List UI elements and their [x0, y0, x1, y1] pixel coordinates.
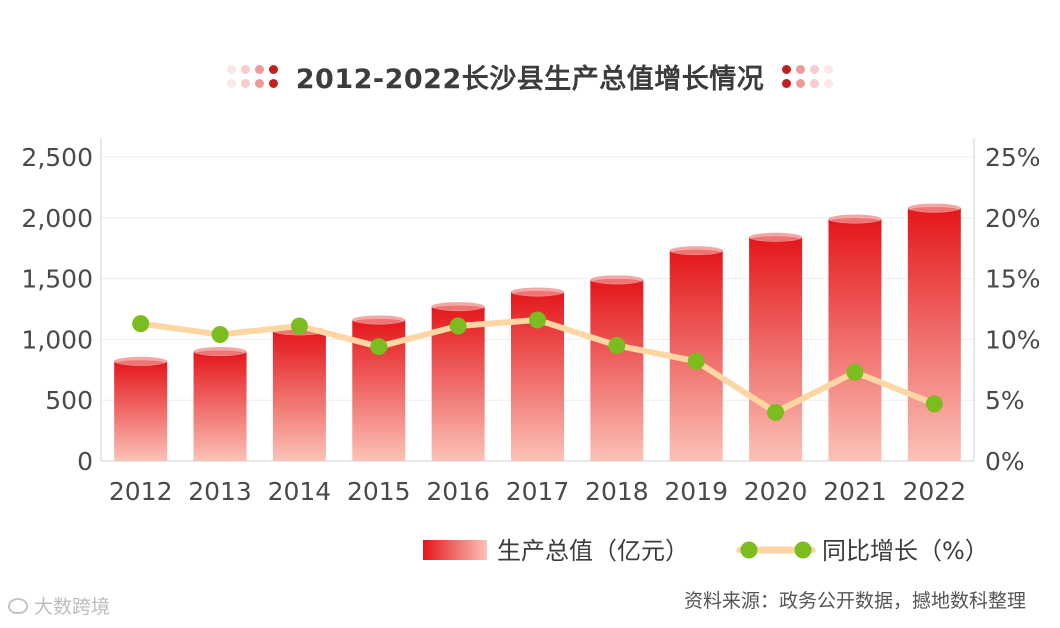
- y-left-tick-label: 2,500: [21, 143, 93, 172]
- bar: [828, 219, 882, 461]
- x-tick-label: 2021: [823, 477, 887, 506]
- bar-cap-shade: [355, 318, 403, 324]
- legend-label-bar: 生产总值（亿元）: [497, 537, 689, 565]
- growth-point: [211, 326, 229, 344]
- bar-cap-shade: [831, 218, 879, 224]
- growth-point: [370, 338, 388, 356]
- bar-cap: [114, 356, 168, 366]
- bar-cap: [193, 347, 247, 357]
- bar-cap: [907, 203, 961, 213]
- bar: [193, 351, 247, 461]
- title-area: 2012-2022长沙县生产总值增长情况: [0, 52, 1060, 100]
- growth-point: [767, 403, 785, 421]
- y-right-tick-label: 20%: [985, 204, 1041, 233]
- bar: [907, 208, 961, 461]
- growth-point: [290, 317, 308, 335]
- decor-dots-right: [782, 64, 834, 88]
- growth-point: [925, 395, 943, 413]
- x-tick-label: 2020: [744, 477, 808, 506]
- bar: [590, 279, 644, 461]
- x-tick-label: 2017: [506, 477, 570, 506]
- bar-cap: [431, 302, 485, 312]
- growth-point: [687, 352, 705, 370]
- x-tick-label: 2016: [426, 477, 490, 506]
- x-tick-label: 2014: [268, 477, 332, 506]
- y-left-tick-label: 500: [45, 386, 93, 415]
- growth-point: [608, 336, 626, 354]
- x-tick-label: 2012: [109, 477, 173, 506]
- decor-dots-left: [226, 64, 278, 88]
- legend-swatch-bar: [423, 540, 487, 560]
- y-right-tick-label: 10%: [985, 325, 1041, 354]
- y-right-tick-label: 25%: [985, 143, 1041, 172]
- y-left-tick-label: 1,000: [21, 325, 93, 354]
- x-tick-label: 2018: [585, 477, 649, 506]
- growth-point: [449, 317, 467, 335]
- bar-cap: [749, 232, 803, 242]
- bar-cap-shade: [593, 278, 641, 284]
- y-left-tick-label: 1,500: [21, 265, 93, 294]
- growth-point: [846, 363, 864, 381]
- y-right-tick-label: 5%: [985, 386, 1025, 415]
- x-tick-label: 2022: [903, 477, 967, 506]
- bar: [272, 330, 326, 461]
- tick-labels: 0 0% 500 5% 1,000 10% 1,500 15% 2,000 20% 2,500 25%…: [21, 143, 1040, 506]
- growth-point: [529, 311, 546, 329]
- watermark-text: 大数跨境: [34, 596, 111, 618]
- y-left-tick-label: 2,000: [21, 204, 93, 233]
- bar-cap-shade: [910, 207, 958, 213]
- x-tick-label: 2019: [664, 477, 728, 506]
- bar-cap: [352, 315, 406, 325]
- bar: [114, 361, 168, 461]
- source-note: 资料来源：政务公开数据，撼地数科整理: [683, 590, 1026, 612]
- legend-marker-left: [740, 541, 758, 559]
- legend-label-line: 同比增长（%）: [822, 537, 989, 565]
- x-tick-label: 2015: [347, 477, 411, 506]
- legend-marker-right: [794, 541, 812, 559]
- watermark: 大数跨境: [8, 592, 110, 619]
- bar-cap: [669, 246, 723, 256]
- y-right-tick-label: 15%: [985, 265, 1041, 294]
- bar-cap-shade: [672, 249, 720, 255]
- bar: [749, 237, 803, 461]
- line-series: [132, 311, 943, 421]
- bar-cap-shade: [117, 360, 165, 366]
- bar-cap: [590, 275, 644, 285]
- bar-cap-shade: [196, 350, 244, 356]
- legend: 生产总值（亿元） 同比增长（%）: [423, 537, 989, 565]
- bar-cap-shade: [514, 290, 561, 296]
- weibo-icon: [8, 597, 28, 614]
- bar-cap-shade: [752, 236, 800, 242]
- bar-cap: [511, 287, 564, 297]
- bar-cap-shade: [434, 305, 482, 311]
- y-left-tick-label: 0: [77, 447, 93, 476]
- y-right-tick-label: 0%: [985, 447, 1025, 476]
- x-tick-label: 2013: [188, 477, 252, 506]
- bar-cap: [828, 214, 882, 224]
- growth-point: [132, 315, 150, 333]
- bar-series: [114, 203, 961, 461]
- chart-title: 2012-2022长沙县生产总值增长情况: [295, 63, 765, 95]
